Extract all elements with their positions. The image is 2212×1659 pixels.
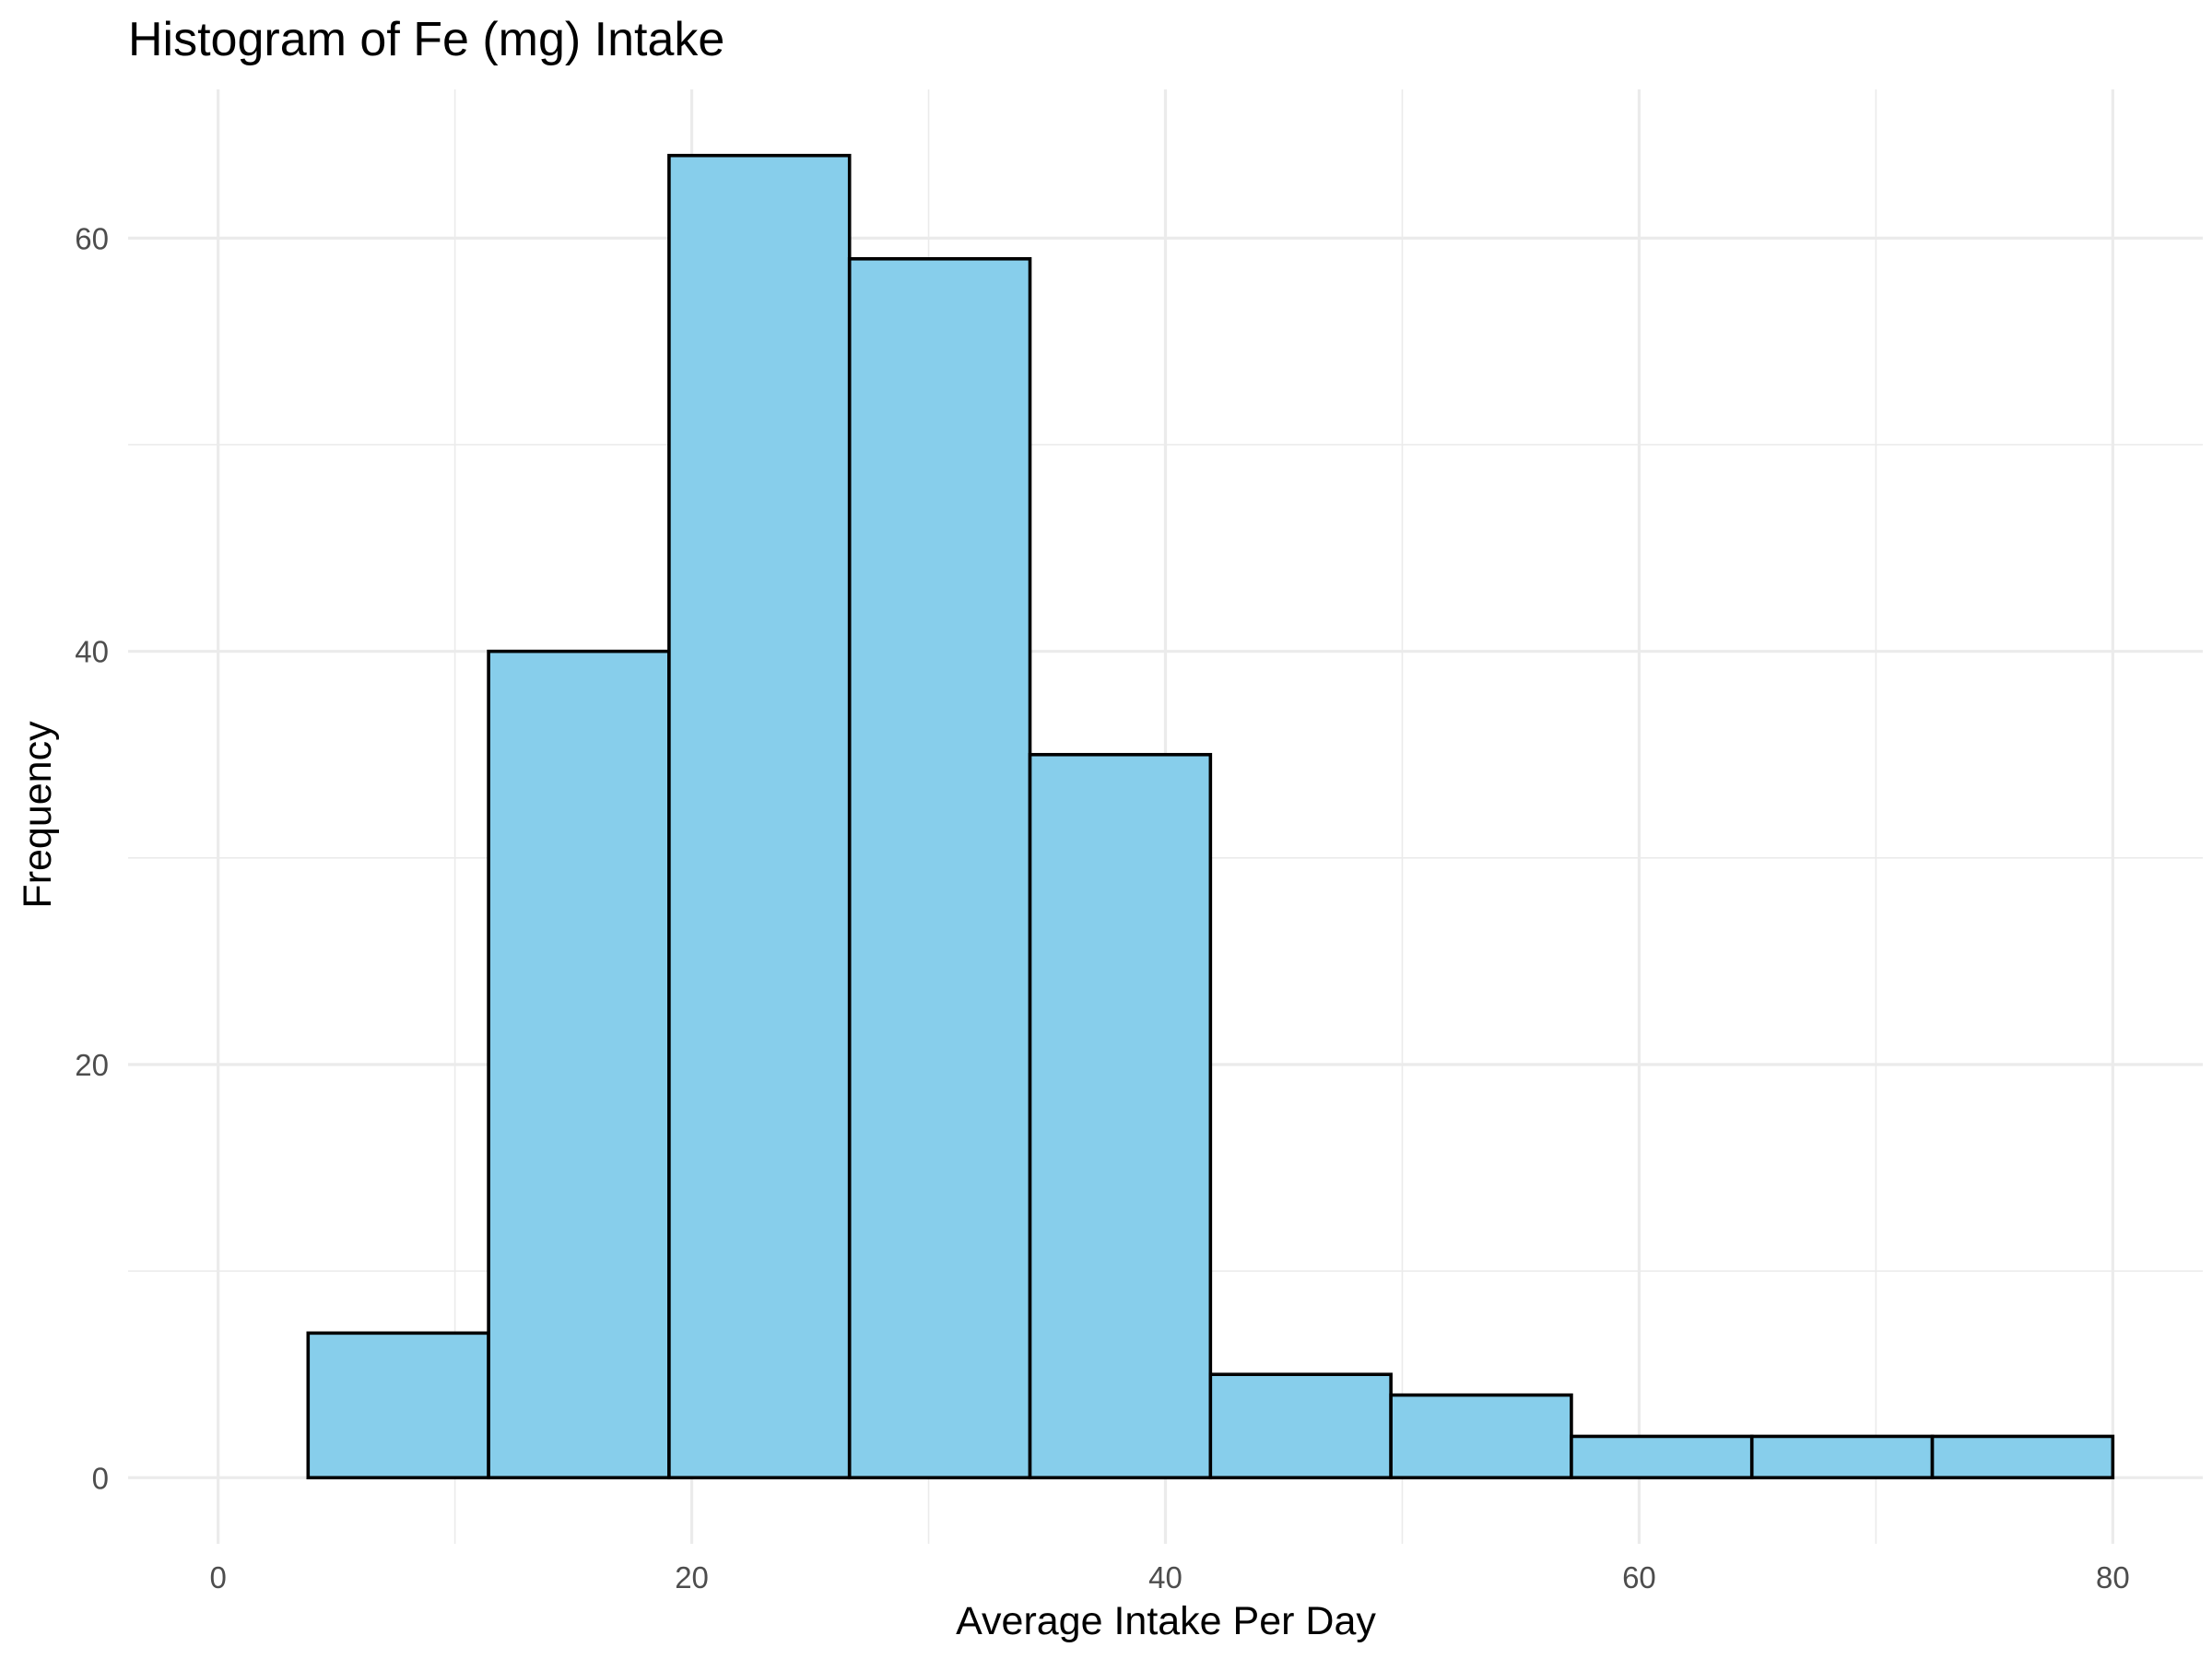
histogram-bar	[487, 649, 671, 1480]
histogram-bar	[1570, 1434, 1754, 1480]
x-axis-ticks: 0 20 40 60 80	[209, 1560, 2129, 1594]
x-tick-label: 80	[2096, 1560, 2130, 1594]
y-tick-label: 0	[92, 1461, 109, 1495]
x-axis-title: Average Intake Per Day	[956, 1599, 1376, 1643]
y-tick-label: 60	[75, 221, 109, 255]
x-tick-label: 0	[209, 1560, 226, 1594]
histogram-bar	[1389, 1393, 1573, 1480]
histogram-bar	[1028, 752, 1213, 1480]
x-tick-label: 20	[675, 1560, 709, 1594]
y-tick-label: 20	[75, 1048, 109, 1082]
histogram-bar	[1749, 1434, 1935, 1480]
histogram-bar	[847, 257, 1032, 1480]
y-tick-label: 40	[75, 635, 109, 669]
x-tick-label: 40	[1148, 1560, 1182, 1594]
chart-title: Histogram of Fe (mg) Intake	[128, 13, 724, 66]
y-axis-ticks: 0 20 40 60	[75, 221, 109, 1495]
y-axis-title: Frequency	[16, 721, 60, 909]
histogram-bar	[306, 1331, 490, 1480]
x-tick-label: 60	[1622, 1560, 1656, 1594]
histogram-bar	[1930, 1434, 2115, 1480]
histogram-bar	[1208, 1372, 1393, 1480]
histogram-bars	[306, 153, 2115, 1480]
histogram-bar	[667, 153, 852, 1480]
